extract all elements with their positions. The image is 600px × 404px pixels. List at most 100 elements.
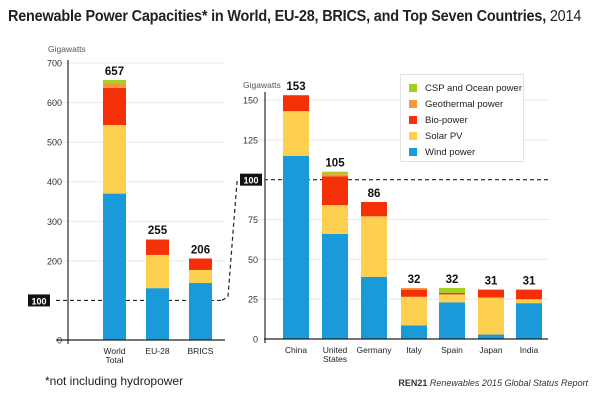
bar-total-label: 105 (325, 158, 345, 170)
bar-segment-solar (103, 125, 126, 194)
bar-segment-solar (401, 296, 427, 326)
bar-segment-bio (361, 201, 387, 217)
y-axis-title: Gigawatts (243, 80, 281, 90)
bar-segment-wind (103, 193, 126, 340)
legend-label: Bio-power (425, 114, 468, 126)
bar-segment-solar (439, 294, 465, 303)
bar-segment-geo (401, 288, 427, 290)
bar-segment-geo (322, 174, 348, 177)
bar-segment-solar (516, 299, 542, 304)
y-tick-label: 100 (31, 296, 46, 306)
bar-total-label: 32 (446, 274, 459, 286)
y-tick-label: 50 (248, 255, 258, 265)
legend-swatch-geothermal (409, 100, 417, 108)
bar-total-label: 153 (286, 81, 305, 93)
chart-title: Renewable Power Capacities* in World, EU… (8, 8, 581, 26)
chart-title-year: 2014 (549, 8, 582, 25)
bar-total-label: 31 (485, 276, 498, 288)
y-tick-label: 300 (47, 217, 62, 227)
bar-segment-wind (439, 302, 465, 339)
legend-item-geothermal: Geothermal power (409, 97, 503, 111)
bar-segment-csp (146, 239, 169, 240)
legend: CSP and Ocean power Geothermal power Bio… (400, 74, 524, 162)
highlight-tick-box (28, 294, 50, 307)
bar-total-label: 657 (105, 66, 124, 78)
source-credit: REN21 Renewables 2015 Global Status Repo… (398, 378, 588, 388)
bar-segment-solar (189, 269, 212, 284)
x-tick-label: Total (106, 355, 124, 365)
legend-label: Solar PV (425, 130, 463, 142)
bar-segment-bio (516, 289, 542, 300)
bar-segment-wind (283, 155, 309, 339)
y-tick-label: 500 (47, 138, 62, 148)
legend-swatch-bio (409, 116, 417, 124)
bar-segment-solar (283, 111, 309, 156)
x-tick-label: EU-28 (145, 346, 169, 356)
x-tick-label: Italy (406, 345, 422, 355)
bar-segment-wind (146, 288, 169, 340)
bar-segment-csp (103, 80, 126, 83)
bar-segment-wind (361, 276, 387, 339)
y-tick-label: 100 (243, 176, 258, 186)
y-tick-label: 400 (47, 177, 62, 187)
y-tick-label: 25 (248, 295, 258, 305)
bar-segment-solar (361, 216, 387, 277)
bar-segment-bio (478, 289, 504, 298)
highlight-tick-box (240, 173, 262, 186)
x-tick-label: Japan (479, 345, 502, 355)
y-tick-label: 150 (243, 96, 258, 106)
x-tick-label: India (520, 345, 539, 355)
bar-segment-bio (103, 87, 126, 126)
x-tick-label: Spain (441, 345, 463, 355)
bar-total-label: 86 (368, 188, 381, 200)
bar-segment-csp (439, 288, 465, 293)
footnote: *not including hydropower (45, 374, 184, 388)
legend-label: CSP and Ocean power (425, 82, 522, 94)
y-tick-label: 0 (253, 335, 258, 345)
bar-total-label: 31 (523, 276, 536, 288)
legend-item-csp: CSP and Ocean power (409, 81, 522, 95)
x-tick-label: States (323, 354, 347, 364)
y-axis-title: Gigawatts (48, 44, 86, 54)
bar-segment-solar (322, 205, 348, 234)
legend-item-wind: Wind power (409, 145, 475, 159)
legend-swatch-csp (409, 84, 417, 92)
y-tick-label: 125 (243, 135, 258, 145)
source-report: Renewables 2015 Global Status Report (429, 378, 588, 388)
bar-segment-geo (146, 239, 169, 240)
bar-segment-csp (322, 171, 348, 175)
chart-title-text: Renewable Power Capacities* in World, EU… (8, 8, 547, 25)
bar-total-label: 206 (191, 244, 210, 256)
x-tick-label: Germany (357, 345, 393, 355)
bar-segment-solar (478, 297, 504, 335)
bar-segment-bio (322, 176, 348, 206)
bar-total-label: 32 (408, 274, 421, 286)
x-tick-label: United (323, 345, 348, 355)
y-tick-label: 700 (47, 59, 62, 69)
bar-segment-bio (283, 95, 309, 112)
legend-swatch-solar (409, 132, 417, 140)
bar-segment-wind (189, 283, 212, 340)
zoom-connector-line (221, 179, 241, 301)
x-tick-label: China (285, 345, 307, 355)
legend-item-solar: Solar PV (409, 129, 463, 143)
legend-label: Wind power (425, 146, 476, 158)
bar-segment-solar (146, 254, 169, 289)
bar-total-label: 255 (148, 225, 168, 237)
bar-segment-wind (516, 303, 542, 339)
bar-segment-geo (103, 82, 126, 88)
legend-item-bio: Bio-power (409, 113, 468, 127)
bar-segment-wind (478, 334, 504, 339)
bar-segment-bio (189, 258, 212, 270)
bar-segment-bio (439, 292, 465, 295)
y-tick-label: 75 (248, 215, 258, 225)
bar-segment-bio (146, 239, 169, 255)
y-tick-label: 600 (47, 98, 62, 108)
x-tick-label: BRICS (188, 346, 214, 356)
y-tick-label: 200 (47, 256, 62, 266)
legend-label: Geothermal power (425, 98, 504, 110)
bar-segment-wind (322, 233, 348, 339)
bar-segment-bio (401, 289, 427, 297)
x-tick-label: World (103, 346, 125, 356)
